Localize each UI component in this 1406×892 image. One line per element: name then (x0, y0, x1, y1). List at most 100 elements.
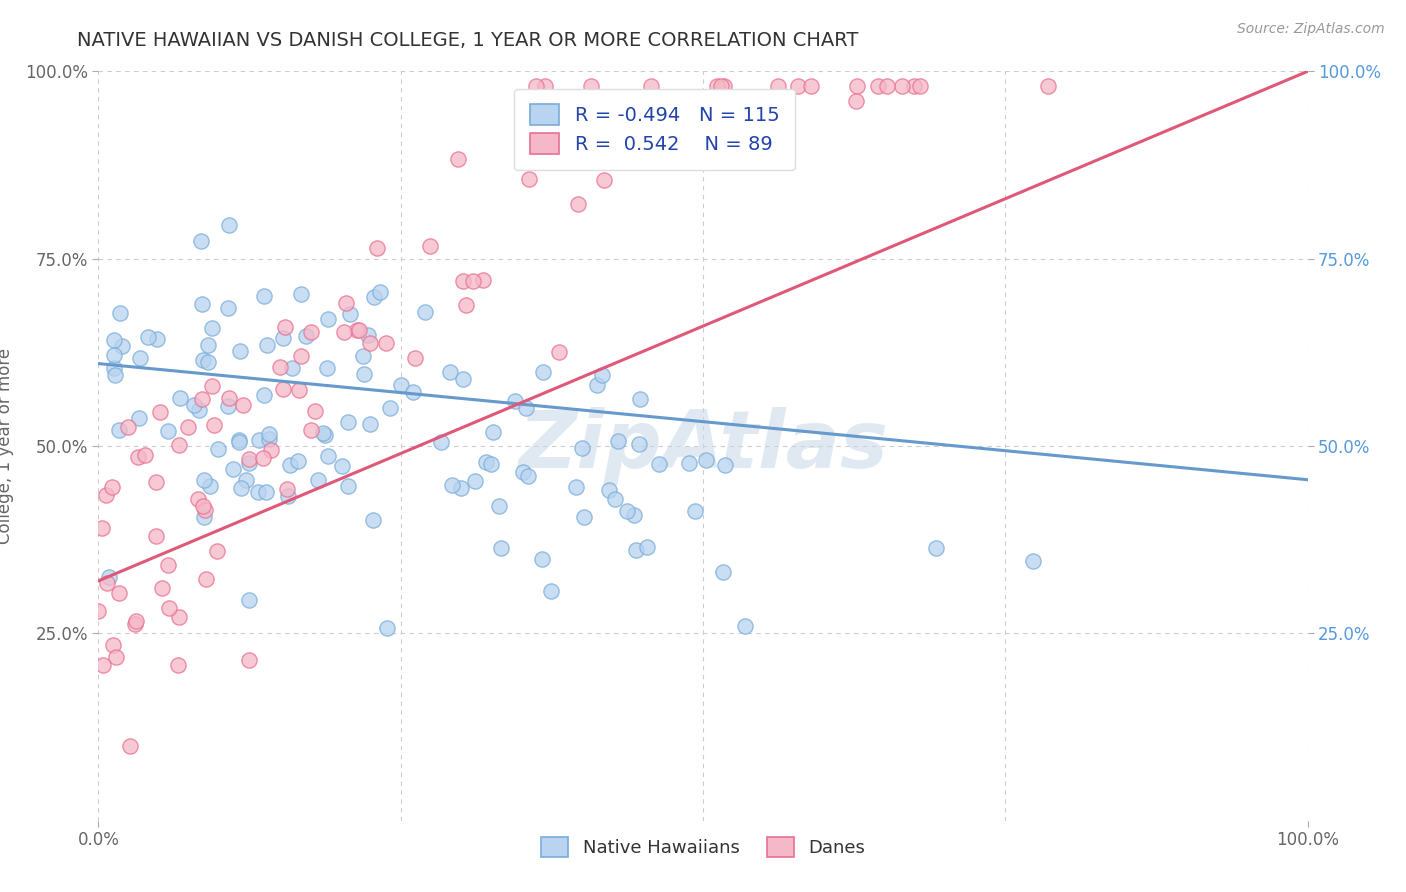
Point (120, 739, 142, 753)
Point (439, 365, 461, 379)
Point (614, 100, 637, 114)
Point (127, 450, 149, 464)
Point (156, 424, 179, 438)
Point (229, 481, 252, 495)
Point (636, 541, 658, 555)
Point (616, 504, 638, 518)
Point (359, 417, 381, 431)
Point (146, 332, 169, 346)
Point (464, 474, 486, 488)
Text: Source: ZipAtlas.com: Source: ZipAtlas.com (1237, 22, 1385, 37)
Point (335, 296, 357, 310)
Point (389, 378, 412, 392)
Point (295, 328, 318, 343)
Point (456, 298, 478, 312)
Point (925, 541, 948, 555)
Point (337, 415, 360, 429)
Point (253, 388, 276, 402)
Point (713, 79, 735, 94)
Point (218, 392, 240, 406)
Point (228, 434, 250, 448)
Point (908, 79, 931, 94)
Point (578, 107, 600, 121)
Point (846, 79, 869, 94)
Point (238, 456, 260, 470)
Point (598, 483, 620, 497)
Point (540, 584, 562, 599)
Point (312, 425, 335, 440)
Point (167, 438, 190, 452)
Point (711, 565, 734, 579)
Point (363, 290, 385, 304)
Point (586, 377, 609, 392)
Point (440, 478, 463, 492)
Point (368, 285, 391, 299)
Point (357, 328, 380, 343)
Point (290, 349, 312, 363)
Point (374, 335, 396, 350)
Point (191, 392, 214, 406)
Point (183, 398, 205, 412)
Point (453, 274, 475, 288)
Point (315, 360, 337, 375)
Text: NATIVE HAWAIIAN VS DANISH COLLEGE, 1 YEAR OR MORE CORRELATION CHART: NATIVE HAWAIIAN VS DANISH COLLEGE, 1 YEA… (77, 31, 859, 50)
Point (524, 79, 547, 94)
Point (607, 434, 630, 449)
Point (222, 462, 245, 476)
Point (124, 617, 146, 632)
Point (145, 529, 167, 543)
Point (891, 79, 914, 94)
Point (253, 289, 276, 303)
Point (706, 79, 728, 94)
Point (193, 510, 215, 524)
Point (512, 138, 534, 153)
Point (98, 570, 121, 584)
Point (156, 558, 179, 572)
Point (238, 592, 260, 607)
Point (91, 521, 114, 535)
Point (197, 338, 219, 352)
Point (167, 610, 190, 624)
Point (375, 621, 398, 635)
Point (567, 197, 589, 211)
Point (768, 79, 790, 94)
Point (201, 321, 224, 335)
Point (191, 297, 214, 311)
Point (349, 323, 371, 337)
Point (259, 432, 281, 446)
Point (269, 359, 291, 374)
Point (149, 405, 172, 419)
Point (232, 398, 254, 412)
Point (489, 541, 512, 555)
Point (479, 457, 502, 471)
Point (547, 344, 569, 359)
Point (193, 353, 215, 368)
Point (271, 382, 294, 396)
Point (281, 361, 304, 376)
Point (363, 513, 385, 527)
Point (318, 449, 340, 463)
Point (194, 502, 217, 516)
Point (903, 79, 925, 94)
Point (475, 455, 498, 469)
Point (277, 489, 299, 503)
Point (339, 307, 361, 321)
Point (169, 391, 191, 405)
Point (623, 508, 645, 522)
Point (190, 234, 212, 248)
Point (678, 456, 700, 470)
Point (103, 638, 125, 652)
Point (205, 543, 228, 558)
Point (259, 426, 281, 441)
Point (471, 273, 494, 287)
Point (787, 79, 810, 94)
Point (307, 473, 329, 487)
Point (87, 604, 110, 618)
Point (451, 372, 474, 386)
Point (108, 306, 131, 320)
Point (574, 510, 596, 524)
Point (104, 649, 127, 664)
Point (238, 652, 260, 666)
Point (252, 450, 274, 465)
Point (800, 79, 823, 94)
